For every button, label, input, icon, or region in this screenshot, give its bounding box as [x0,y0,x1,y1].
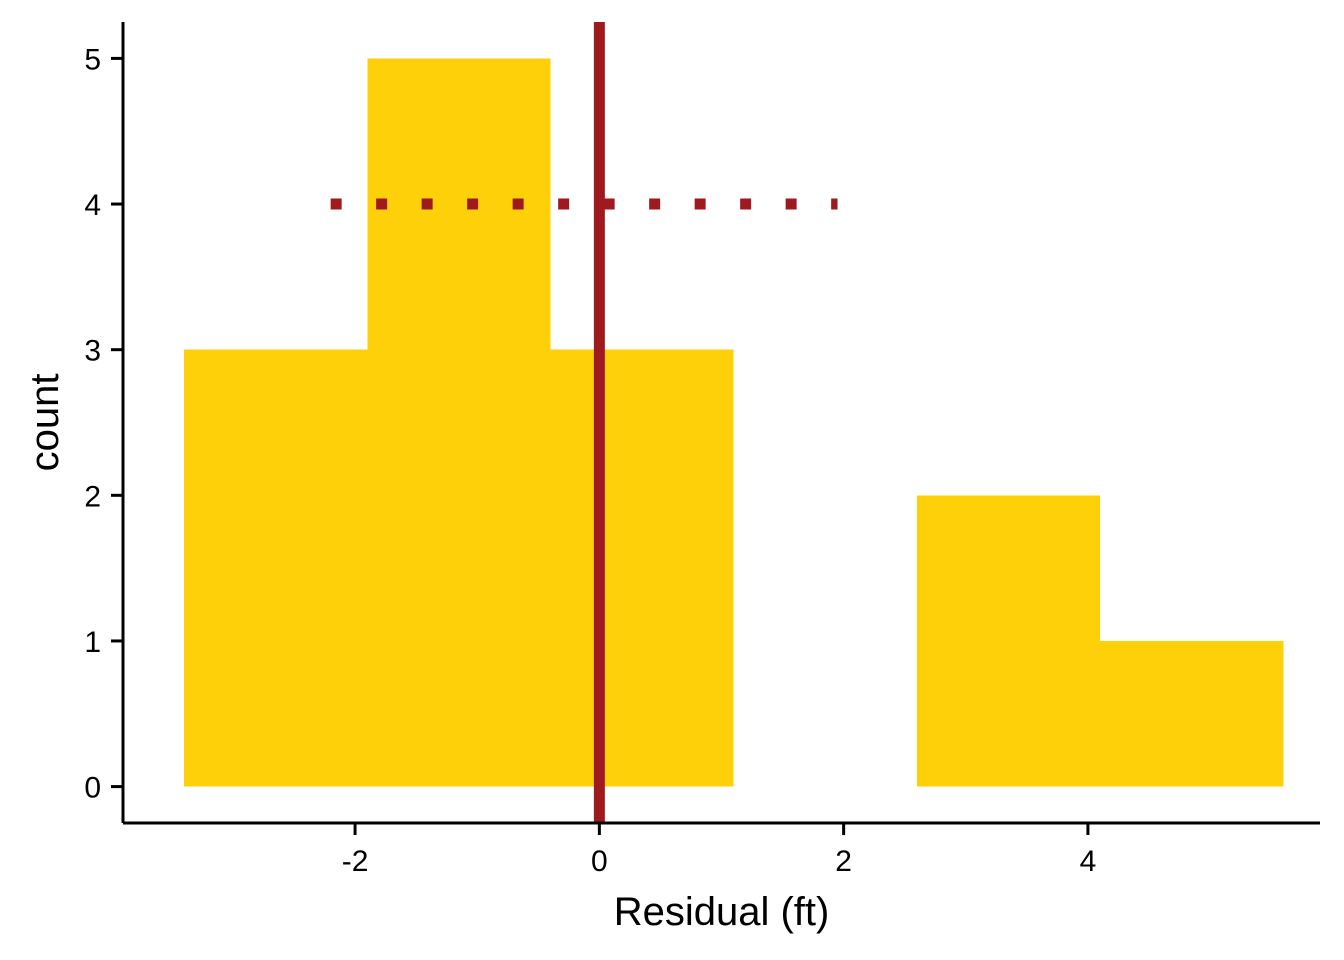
y-tick-label: 1 [84,626,101,659]
x-tick-label: -2 [342,845,369,878]
x-axis-ticks: -2 0 2 4 [342,823,1097,878]
y-tick-label: 2 [84,480,101,513]
x-tick-label: 2 [835,845,852,878]
y-tick-label: 4 [84,189,101,222]
y-tick-label: 3 [84,335,101,368]
histogram-bar-5 [1100,640,1284,787]
histogram-bar-1 [367,58,551,787]
y-axis-title: count [23,374,67,472]
histogram-bar-2 [550,349,734,787]
y-tick-label: 5 [84,43,101,76]
x-tick-label: 0 [591,845,608,878]
axes: -2 0 2 4 0 1 2 3 4 5 [84,22,1320,878]
y-axis-ticks: 0 1 2 3 4 5 [84,43,123,805]
x-axis-title: Residual (ft) [614,890,830,934]
y-tick-label: 0 [84,772,101,805]
histogram-bar-0 [184,349,368,787]
histogram-bars [184,58,1284,787]
histogram-bar-4 [916,495,1101,787]
reference-lines [330,22,838,823]
x-tick-label: 4 [1080,845,1097,878]
